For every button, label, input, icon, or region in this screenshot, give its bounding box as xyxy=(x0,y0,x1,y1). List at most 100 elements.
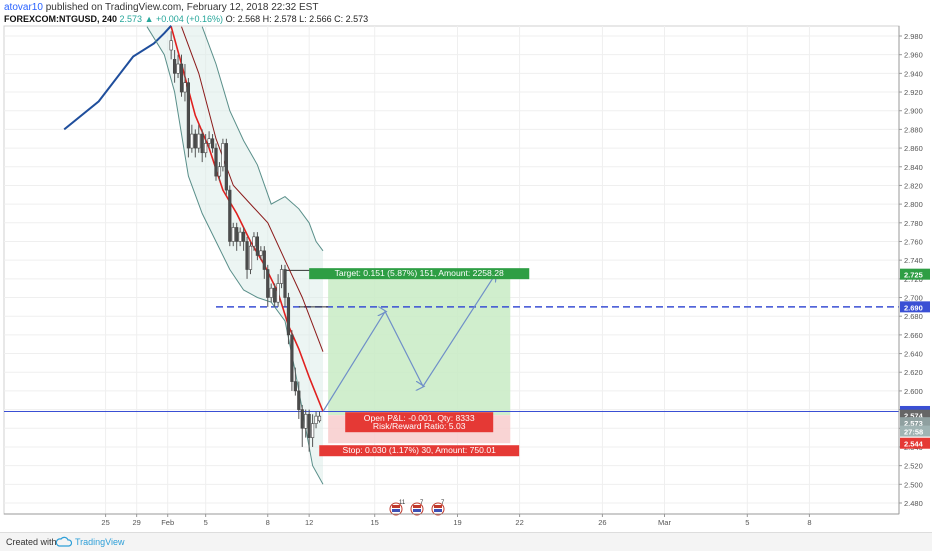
price-axis: 2.980 2.960 2.940 2.920 2.900 2.880 2.860 2.840… xyxy=(898,26,932,514)
event-badge: 11 xyxy=(389,500,406,516)
candle xyxy=(262,246,266,279)
last-price-tag: 2.573 xyxy=(900,417,930,429)
candle-body xyxy=(176,63,180,74)
pl-label-bg xyxy=(345,412,494,433)
candle xyxy=(242,227,246,251)
time-tick-label: 25 xyxy=(101,518,109,527)
flag-stripe xyxy=(434,509,442,512)
chart-header-publish: atovar10 published on TradingView.com, F… xyxy=(4,2,318,13)
candle-body xyxy=(266,269,270,298)
candle-body xyxy=(169,40,173,51)
last-price: 2.573 xyxy=(119,14,143,24)
price-tick-label: 2.800 xyxy=(904,200,923,209)
price-tick-label: 2.480 xyxy=(904,499,923,508)
stop-label: Stop: 0.030 (1.17%) 30, Amount: 750.01 xyxy=(319,445,520,457)
event-badge: 7 xyxy=(410,500,424,516)
series-slow-MA xyxy=(63,25,172,131)
publish-info: published on TradingView.com, February 1… xyxy=(42,2,319,13)
countdown-tag-bg xyxy=(900,425,930,437)
time-tick-label: 22 xyxy=(515,518,523,527)
pl-label-text: Open P&L: -0.001, Qty: 8333 xyxy=(364,413,475,423)
time-tick-label: 5 xyxy=(745,518,749,527)
candle-body xyxy=(186,82,191,149)
flag-stripe xyxy=(413,505,421,508)
candle-body xyxy=(173,59,177,74)
candle xyxy=(204,134,208,158)
candle-body xyxy=(317,415,322,422)
target-zone xyxy=(328,274,511,416)
projection-path xyxy=(322,274,495,412)
flag-stripe xyxy=(392,509,400,512)
candle xyxy=(279,264,284,289)
price-tick-label: 2.500 xyxy=(904,480,923,489)
time-tick-label: Mar xyxy=(658,518,671,527)
price-tick-label: 2.860 xyxy=(904,144,923,153)
time-axis: 25 29 Feb 5 8 12 15 19 22 26 Mar 5 8 xyxy=(4,513,899,527)
candle xyxy=(293,367,297,396)
candle xyxy=(266,264,270,307)
last-price-tag-text: 2.573 xyxy=(904,419,923,428)
time-tick-label: 29 xyxy=(132,518,140,527)
candle xyxy=(317,411,322,423)
dashed-price-tag-bg xyxy=(900,301,930,313)
price-tick-label: 2.760 xyxy=(904,237,923,246)
candle xyxy=(310,414,315,447)
series-basis xyxy=(181,26,324,352)
candle-body xyxy=(255,236,260,256)
price-tick-label: 2.780 xyxy=(904,219,923,228)
candle xyxy=(214,143,218,181)
price-tick-label: 2.900 xyxy=(904,107,923,116)
event-badge-count: 11 xyxy=(399,500,406,506)
candle xyxy=(207,131,211,149)
candle-body xyxy=(269,287,273,298)
candle-body xyxy=(297,390,301,410)
candle-body xyxy=(235,227,239,242)
candle-body xyxy=(279,269,284,284)
candle xyxy=(269,283,273,303)
candle-body xyxy=(204,143,208,154)
candle-body xyxy=(273,287,277,303)
candle-body xyxy=(214,147,218,177)
candle-body xyxy=(231,227,235,242)
entry-price-tag: 2.574 xyxy=(900,409,930,421)
price-tick-label: 2.840 xyxy=(904,163,923,172)
price-tick-label: 2.880 xyxy=(904,125,923,134)
candle-body xyxy=(310,423,315,438)
candle xyxy=(176,54,180,79)
candle-body xyxy=(193,133,197,149)
candle-body xyxy=(190,133,194,149)
candle-body xyxy=(293,381,297,392)
price-tick-label: 2.660 xyxy=(904,331,923,340)
price-tick-label: 2.620 xyxy=(904,368,923,377)
time-tick-label: 19 xyxy=(453,518,461,527)
candle xyxy=(290,330,294,391)
candle xyxy=(286,292,291,345)
candle xyxy=(248,241,253,275)
flag-stripe xyxy=(413,509,421,512)
price-tick-label: 2.960 xyxy=(904,51,923,60)
candle-body xyxy=(210,138,215,149)
price-chart[interactable]: Target: 0.151 (5.87%) 151, Amount: 2258.… xyxy=(0,0,932,532)
target-price-tag-text: 2.725 xyxy=(904,271,923,280)
time-tick-label: 15 xyxy=(371,518,379,527)
symbol-label[interactable]: FOREXCOM:NTGUSD, 240 xyxy=(4,14,118,24)
target-price-tag-bg xyxy=(900,268,930,280)
candle-body xyxy=(304,413,308,429)
candle-body xyxy=(290,334,294,382)
candle xyxy=(224,138,228,195)
time-tick-label: 8 xyxy=(266,518,270,527)
tradingview-logo[interactable]: TradingView xyxy=(55,535,125,549)
target-label-text: Target: 0.151 (5.87%) 151, Amount: 2258.… xyxy=(335,268,504,278)
candle xyxy=(235,222,239,251)
candle-body xyxy=(314,415,318,424)
author-link[interactable]: atovar10 xyxy=(4,2,43,13)
candle xyxy=(210,134,215,153)
candle xyxy=(252,232,256,251)
candle-body xyxy=(259,250,263,256)
countdown-tag-text: 27:58 xyxy=(904,428,923,437)
time-tick-label: 26 xyxy=(598,518,606,527)
time-tick-label: Feb xyxy=(161,518,174,527)
candle-body xyxy=(179,63,184,93)
candle-body xyxy=(183,82,187,93)
